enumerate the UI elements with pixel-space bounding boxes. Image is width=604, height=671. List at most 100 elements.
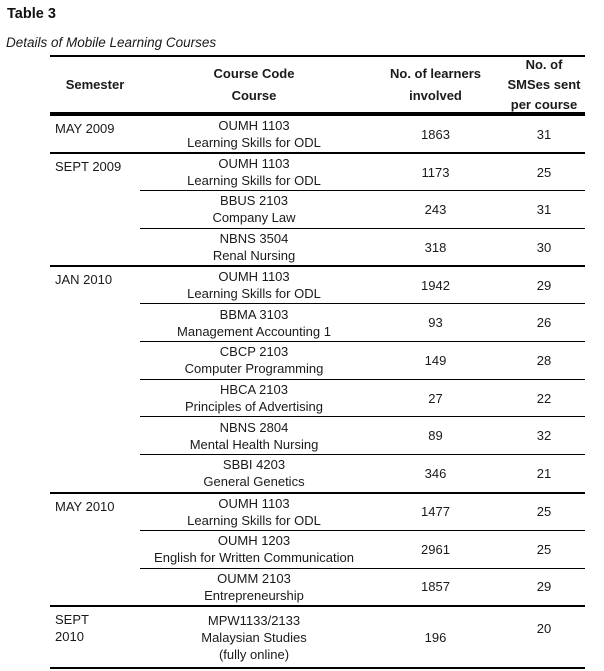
course-code: OUMM 2103 — [217, 570, 291, 586]
course-cell: NBNS 3504 Renal Nursing — [140, 227, 368, 266]
course-code: NBNS 2804 — [219, 419, 289, 435]
sms-value: 25 — [536, 504, 552, 520]
course-code: CBCP 2103 — [219, 344, 289, 360]
learners-value: 2961 — [421, 541, 450, 557]
semester-cell: MAY 2010 — [50, 491, 140, 530]
course-cell: OUMH 1103 Learning Skills for ODL — [140, 152, 368, 190]
course-title: Computer Programming — [184, 361, 324, 377]
learners-cell: 196 — [368, 605, 503, 667]
table-row: SEPT 2009 OUMH 1103 Learning Skills for O… — [50, 152, 585, 190]
course-cell: CBCP 2103 Computer Programming — [140, 341, 368, 379]
table-row: OUMH 1203 English for Written Communicati… — [50, 529, 585, 568]
learners-value: 27 — [428, 390, 443, 406]
course-cell: BBMA 3103 Management Accounting 1 — [140, 303, 368, 341]
learners-value: 149 — [424, 352, 447, 368]
learners-cell: 89 — [368, 416, 503, 454]
semester-label: SEPT 2009 — [55, 159, 122, 174]
course-title: Malaysian Studies — [201, 629, 307, 645]
header-sms-line2: SMSes sent — [507, 76, 581, 92]
course-cell: SBBI 4203 General Genetics — [140, 454, 368, 492]
learners-value: 1173 — [421, 164, 450, 180]
table-row: BBMA 3103 Management Accounting 1 93 26 — [50, 303, 585, 341]
sms-cell: 25 — [503, 152, 585, 190]
sms-value: 25 — [536, 541, 552, 557]
sms-value: 31 — [536, 201, 552, 217]
course-code: BBUS 2103 — [220, 193, 288, 209]
table-row: MAY 2010 OUMH 1103 Learning Skills for OD… — [50, 491, 585, 530]
learners-cell: 243 — [368, 190, 503, 228]
semester-cell — [50, 568, 140, 606]
sms-cell: 30 — [503, 227, 585, 266]
semester-cell — [50, 530, 140, 568]
course-cell: NBNS 2804 Mental Health Nursing — [140, 416, 368, 454]
header-semester: Semester — [50, 57, 140, 112]
course-cell: OUMH 1203 English for Written Communicati… — [140, 529, 368, 568]
table-row: BBUS 2103 Company Law 243 31 — [50, 190, 585, 228]
course-title: Learning Skills for ODL — [187, 135, 321, 150]
table-row: HBCA 2103 Principles of Advertising 27 22 — [50, 378, 585, 417]
sms-value: 22 — [536, 390, 552, 406]
header-semester-label: Semester — [65, 77, 125, 92]
sms-value: 21 — [536, 465, 552, 481]
sms-cell: 22 — [503, 378, 585, 417]
learners-cell: 1942 — [368, 265, 503, 303]
learners-value: 1477 — [421, 504, 450, 520]
semester-label: MAY 2009 — [55, 121, 115, 136]
learners-cell: 318 — [368, 227, 503, 266]
learners-cell: 2961 — [368, 529, 503, 568]
course-title: (fully online) — [218, 646, 290, 662]
sms-cell: 25 — [503, 491, 585, 530]
course-cell: OUMM 2103 Entrepreneurship — [140, 567, 368, 606]
semester-cell — [50, 190, 140, 228]
learners-cell: 27 — [368, 378, 503, 417]
course-cell: OUMH 1103 Learning Skills for ODL — [140, 265, 368, 303]
course-code: BBMA 3103 — [219, 306, 289, 322]
semester-label: JAN 2010 — [55, 272, 113, 288]
header-learners-line1: No. of learners — [389, 65, 482, 81]
learners-value: 196 — [424, 629, 447, 645]
learners-value: 346 — [424, 465, 447, 481]
table-body: MAY 2009 OUMH 1103 Learning Skills for OD… — [50, 114, 585, 667]
course-code: HBCA 2103 — [220, 382, 288, 398]
course-code: OUMH 1103 — [218, 118, 290, 133]
course-code: SBBI 4203 — [222, 457, 286, 473]
table-row: OUMM 2103 Entrepreneurship 1857 29 — [50, 567, 585, 606]
learners-value: 1863 — [421, 126, 450, 142]
table-row: JAN 2010 OUMH 1103 Learning Skills for OD… — [50, 265, 585, 303]
sms-cell: 26 — [503, 303, 585, 341]
learners-value: 318 — [424, 239, 447, 255]
semester-cell — [50, 454, 140, 492]
semester-cell: JAN 2010 — [50, 265, 140, 303]
semester-cell: SEPT 2010 — [50, 605, 140, 667]
header-sms: No. of SMSes sent per course — [503, 57, 585, 112]
sms-cell: 29 — [503, 567, 585, 606]
semester-cell — [50, 416, 140, 454]
table-row: CBCP 2103 Computer Programming 149 28 — [50, 341, 585, 379]
table-row: NBNS 2804 Mental Health Nursing 89 32 — [50, 416, 585, 454]
sms-value: 29 — [536, 579, 552, 595]
semester-cell — [50, 341, 140, 379]
header-course-line2: Course — [231, 87, 277, 103]
table-row: SBBI 4203 General Genetics 346 21 — [50, 454, 585, 492]
semester-cell — [50, 379, 140, 417]
sms-value: 32 — [536, 428, 552, 444]
table-title: Table 3 — [7, 6, 56, 22]
learners-value: 89 — [428, 428, 443, 444]
learners-cell: 93 — [368, 303, 503, 341]
course-cell: OUMH 1103 Learning Skills for ODL — [140, 491, 368, 530]
sms-value: 26 — [536, 315, 552, 331]
learners-cell: 1857 — [368, 567, 503, 606]
semester-cell — [50, 303, 140, 341]
semester-cell: MAY 2009 — [50, 114, 140, 152]
header-sms-line1: No. of — [525, 56, 563, 72]
course-title: Principles of Advertising — [184, 399, 323, 415]
course-title: Renal Nursing — [212, 248, 296, 264]
course-code: OUMH 1103 — [218, 269, 290, 285]
learners-value: 1942 — [421, 277, 450, 293]
table-row: SEPT 2010 MPW1133/2133 Malaysian Studies (f… — [50, 605, 585, 667]
course-code: OUMH 1103 — [218, 495, 290, 511]
sms-value: 31 — [536, 126, 552, 142]
course-title: Learning Skills for ODL — [187, 512, 321, 528]
sms-cell: 32 — [503, 416, 585, 454]
